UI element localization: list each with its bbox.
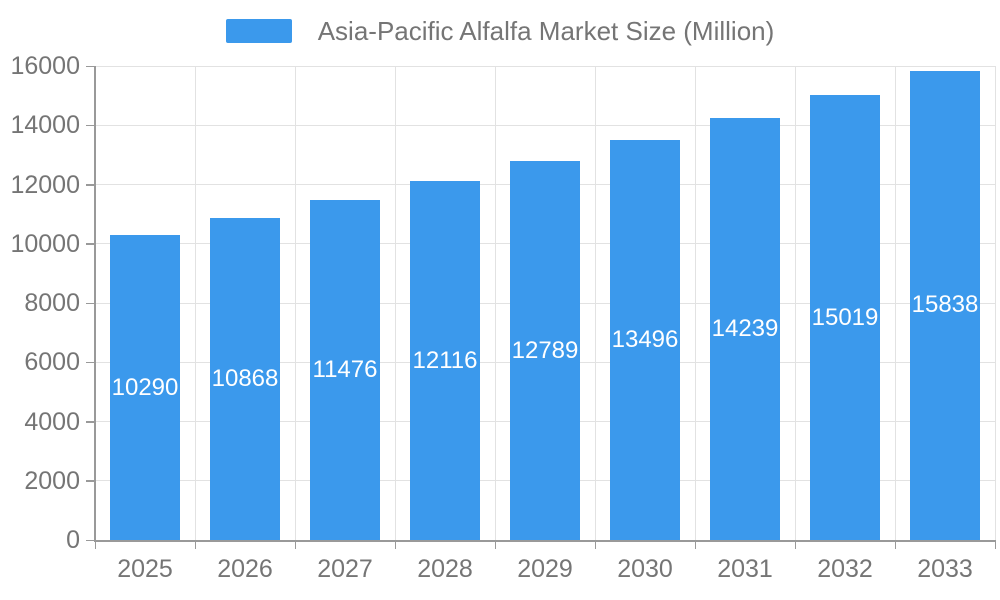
x-axis-label: 2028 xyxy=(417,555,473,583)
y-axis-label: 0 xyxy=(66,526,80,554)
y-axis-label: 12000 xyxy=(10,170,80,199)
bar-2030[interactable]: 13496 xyxy=(610,140,680,540)
gridline-vertical xyxy=(294,66,296,540)
bar-value-label: 12789 xyxy=(511,336,579,364)
x-axis-label: 2032 xyxy=(817,555,873,583)
bar-value-label: 12116 xyxy=(412,346,478,374)
bar-value-label: 11476 xyxy=(312,356,378,383)
bar-2032[interactable]: 15019 xyxy=(810,95,880,540)
x-axis-label: 2031 xyxy=(717,555,773,583)
bar-2033[interactable]: 15838 xyxy=(910,70,980,540)
bar-2028[interactable]: 12116 xyxy=(410,181,480,540)
x-axis-tick xyxy=(894,540,896,549)
gridline-horizontal xyxy=(95,124,995,126)
x-axis-tick xyxy=(394,540,396,549)
legend-swatch-icon xyxy=(225,19,292,43)
bar-value-label: 14239 xyxy=(711,315,779,343)
gridline-horizontal xyxy=(95,65,995,67)
bar-2031[interactable]: 14239 xyxy=(710,118,780,540)
y-axis-tick xyxy=(86,421,95,423)
bar-value-label: 15838 xyxy=(911,291,979,319)
gridline-vertical xyxy=(594,66,596,540)
x-axis-tick xyxy=(794,540,796,549)
gridline-vertical xyxy=(394,66,396,540)
x-axis-label: 2033 xyxy=(917,555,973,583)
gridline-vertical xyxy=(694,66,696,540)
x-axis-tick xyxy=(294,540,296,549)
bar-2029[interactable]: 12789 xyxy=(510,161,580,540)
x-axis-label: 2030 xyxy=(617,555,673,583)
gridline-vertical xyxy=(494,66,496,540)
x-axis-tick xyxy=(994,540,996,549)
x-axis-tick xyxy=(494,540,496,549)
y-axis-tick xyxy=(86,361,95,364)
x-axis-label: 2025 xyxy=(117,555,173,583)
y-axis-label: 16000 xyxy=(10,52,80,80)
y-axis-label: 6000 xyxy=(24,348,80,377)
gridline-vertical xyxy=(994,66,996,540)
y-axis-tick xyxy=(86,480,95,482)
bar-value-label: 10868 xyxy=(211,365,279,392)
y-axis-tick xyxy=(86,65,95,67)
x-axis-label: 2029 xyxy=(517,555,573,583)
bar-value-label: 10290 xyxy=(111,373,179,401)
y-axis-tick xyxy=(86,184,95,186)
x-axis-line xyxy=(94,540,995,542)
x-axis-tick xyxy=(594,540,596,549)
x-axis-tick xyxy=(694,540,696,549)
bar-2026[interactable]: 10868 xyxy=(210,218,280,540)
y-axis-tick xyxy=(86,124,95,127)
y-axis-label: 10000 xyxy=(10,229,80,258)
bar-2027[interactable]: 11476 xyxy=(310,200,380,540)
gridline-vertical xyxy=(794,66,796,540)
bar-value-label: 13496 xyxy=(611,326,679,354)
x-axis-tick xyxy=(94,540,96,549)
gridline-vertical xyxy=(894,66,896,540)
x-axis-label: 2026 xyxy=(217,555,273,583)
y-axis-label: 2000 xyxy=(24,466,80,495)
legend-label: Asia-Pacific Alfalfa Market Size (Millio… xyxy=(317,16,775,46)
y-axis-tick xyxy=(86,243,95,245)
y-axis-tick xyxy=(86,539,95,541)
bar-2025[interactable]: 10290 xyxy=(110,235,180,540)
x-axis-tick xyxy=(194,540,196,549)
bar-value-label: 15019 xyxy=(811,303,879,331)
y-axis-label: 4000 xyxy=(24,407,80,436)
y-axis-label: 14000 xyxy=(10,111,80,140)
legend-item[interactable]: Asia-Pacific Alfalfa Market Size (Millio… xyxy=(0,16,1000,46)
gridline-vertical xyxy=(194,66,196,540)
y-axis-tick xyxy=(86,302,95,304)
y-axis-label: 8000 xyxy=(24,289,80,317)
x-axis-label: 2027 xyxy=(317,555,373,583)
